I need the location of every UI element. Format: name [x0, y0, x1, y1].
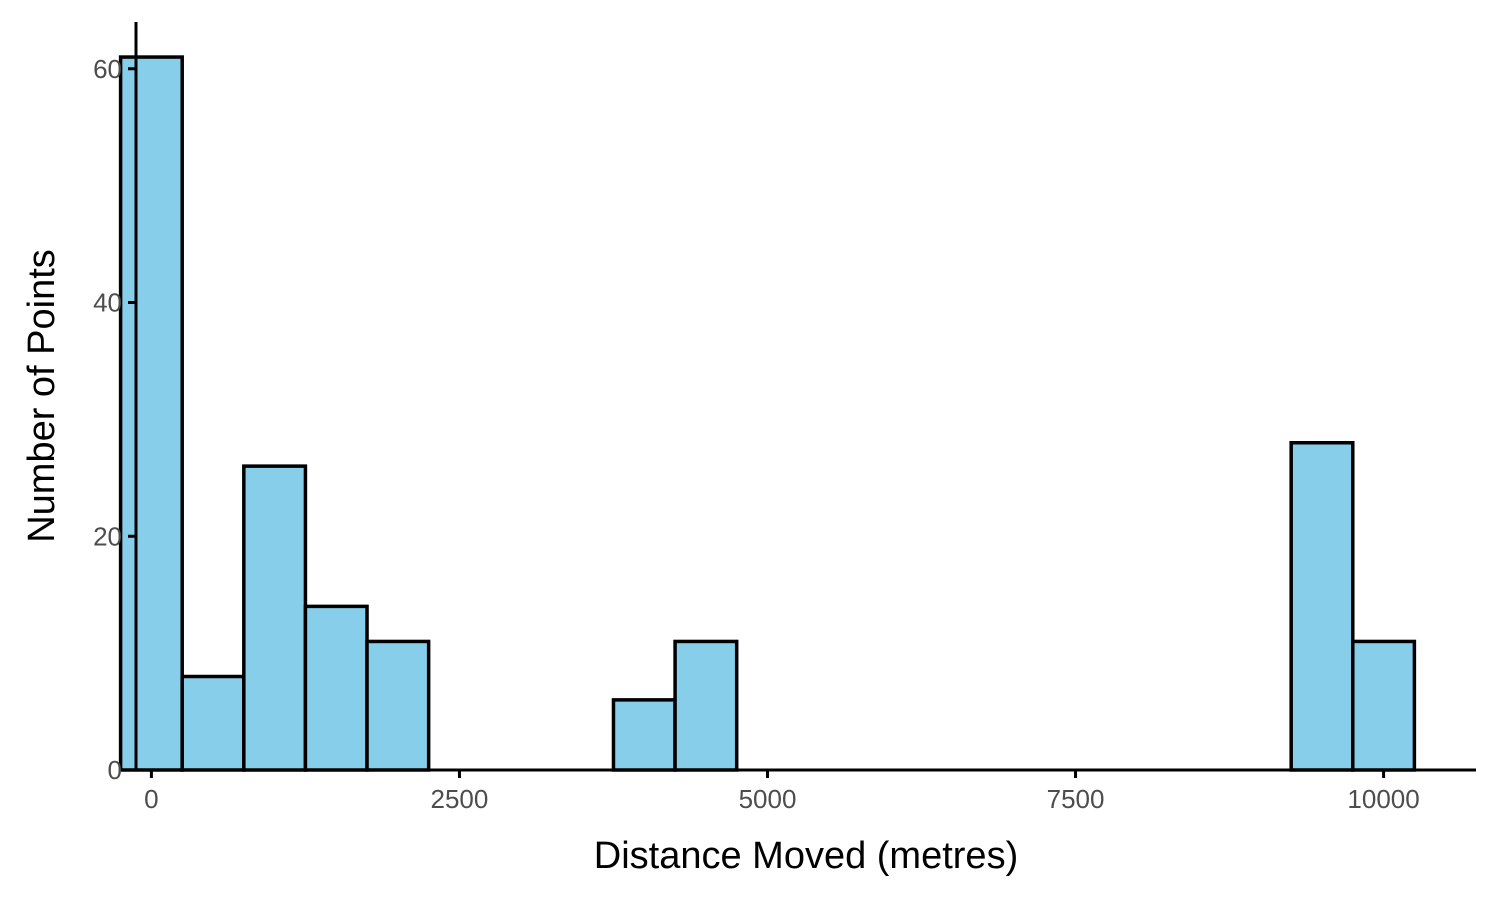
histogram-bar-4: [365, 639, 431, 772]
bars-layer: [118, 55, 1417, 772]
y-tick-label: 0: [108, 755, 122, 785]
histogram-bar-5: [611, 698, 677, 772]
histogram-bar-1: [180, 674, 246, 772]
x-tick-label: 5000: [739, 784, 797, 814]
y-tick-label: 60: [93, 54, 122, 84]
y-tick-label: 40: [93, 288, 122, 318]
y-axis-title: Number of Points: [21, 249, 63, 543]
x-tick-label: 2500: [431, 784, 489, 814]
histogram-bar-7: [1289, 441, 1355, 772]
histogram-bar-3: [303, 604, 369, 772]
x-tick-label: 7500: [1047, 784, 1105, 814]
histogram-bar-6: [673, 639, 739, 772]
y-tick-label: 20: [93, 521, 122, 551]
axes-layer: [134, 22, 1476, 772]
ticks-layer: 0 2500 5000 7500 10000 0 20 40 60: [93, 54, 1420, 814]
histogram-bar-0: [118, 55, 184, 772]
x-tick-label: 10000: [1347, 784, 1419, 814]
histogram-bar-8: [1351, 639, 1417, 772]
x-tick-label: 0: [144, 784, 158, 814]
histogram-bar-2: [242, 464, 308, 772]
x-axis-title: Distance Moved (metres): [594, 835, 1018, 877]
